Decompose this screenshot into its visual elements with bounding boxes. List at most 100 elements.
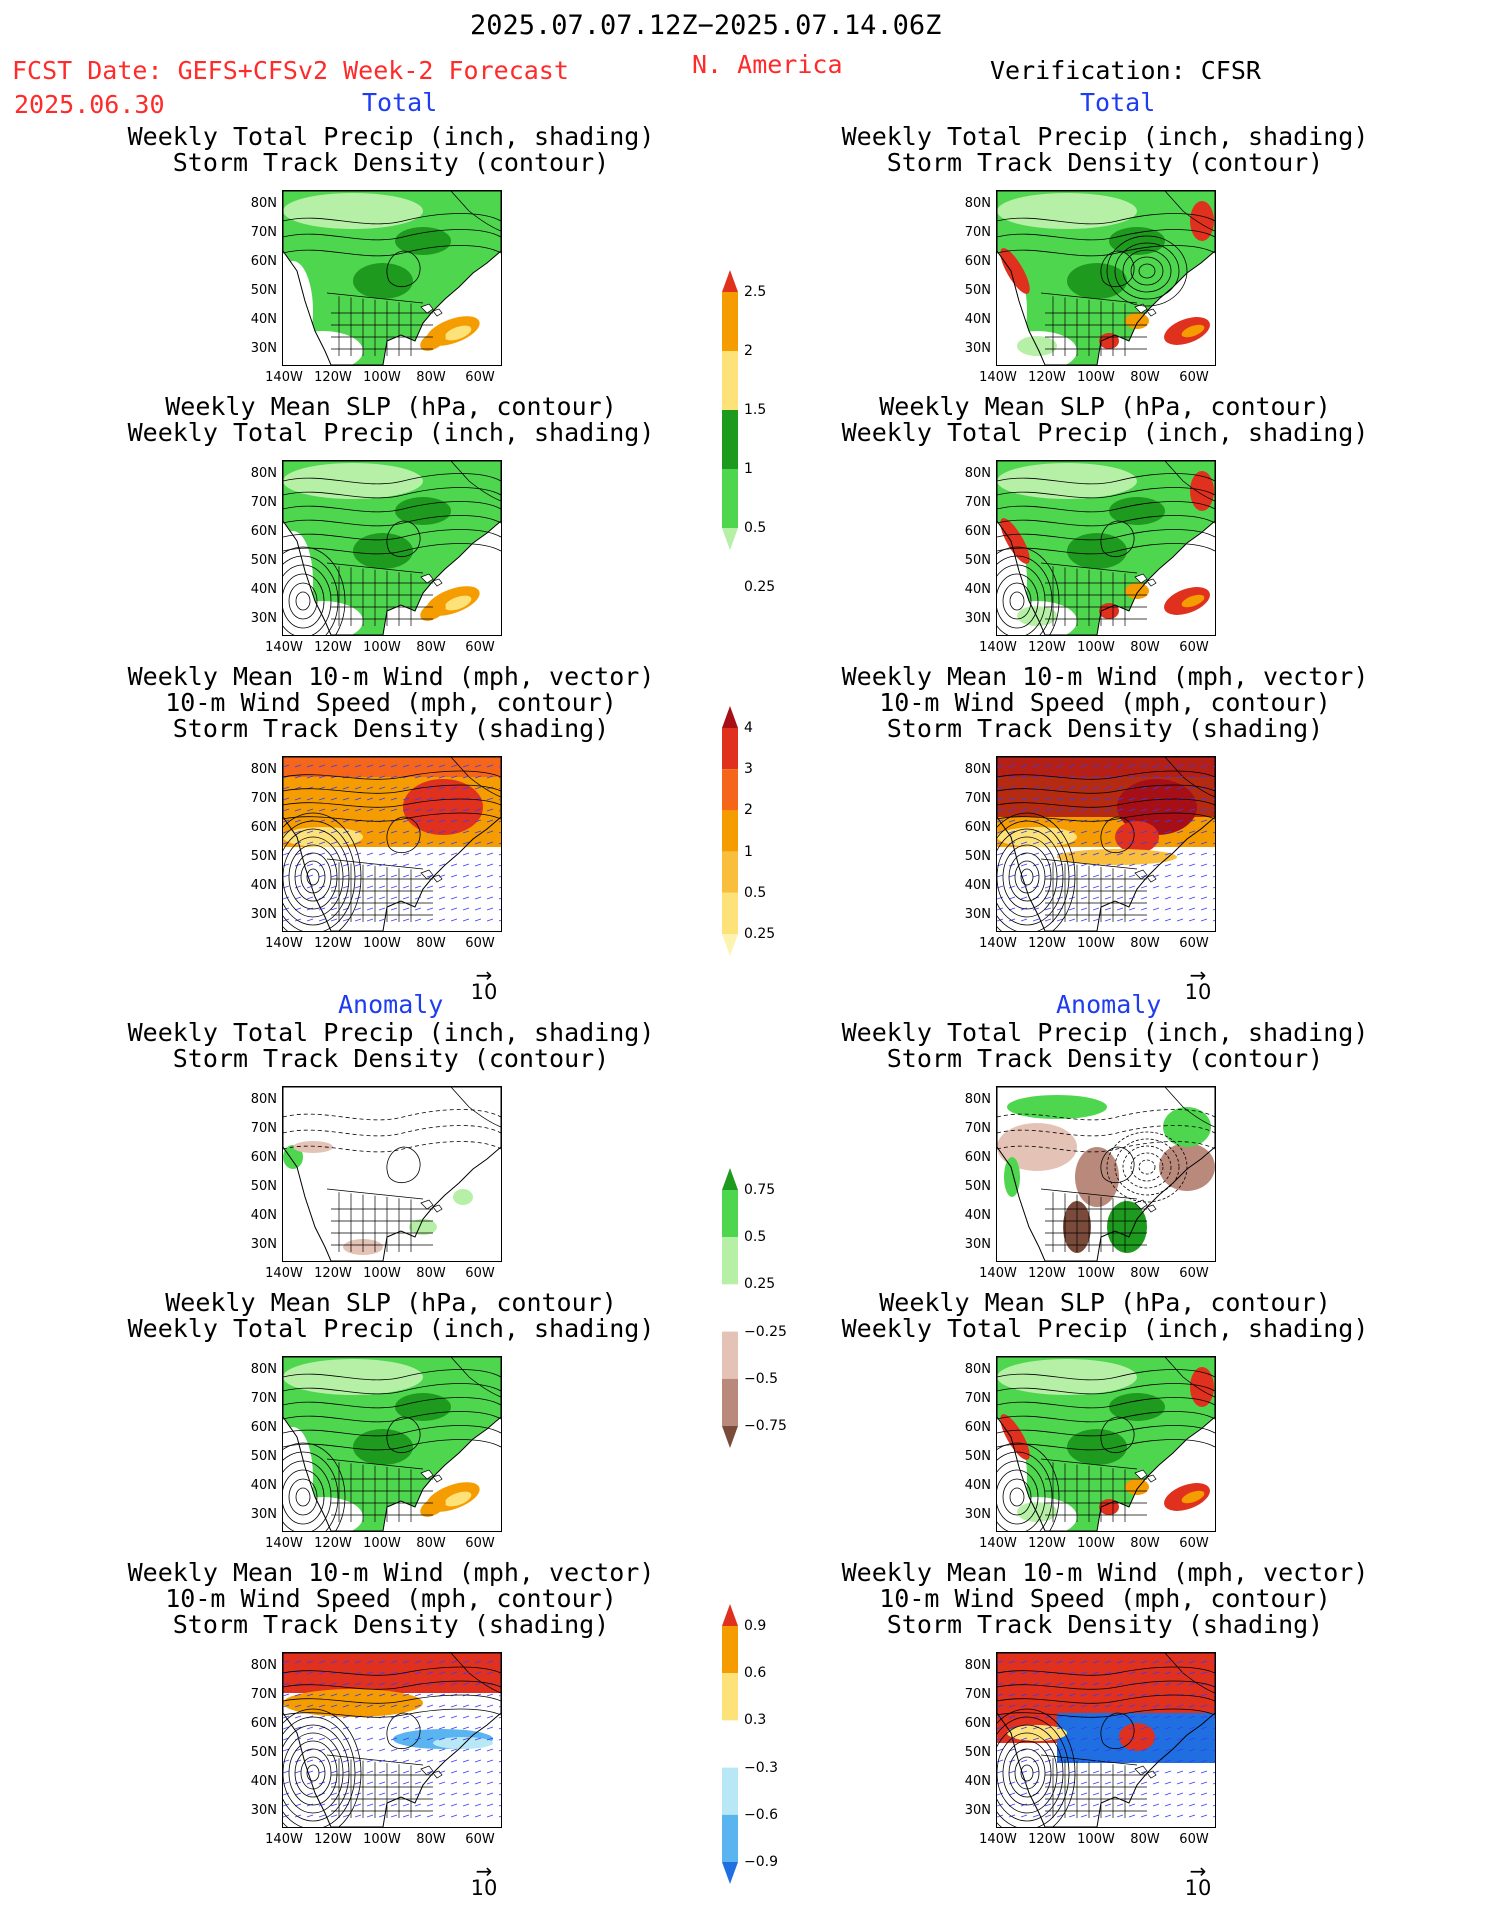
- colorbar-tick-label: 0.25: [744, 579, 776, 595]
- vector-reference: → 10: [464, 963, 504, 1003]
- map-canvas: [997, 1357, 1215, 1531]
- panel-title-line: Storm Track Density (contour): [886, 148, 1324, 177]
- lon-tick-label: 120W: [314, 640, 352, 655]
- map-canvas: [997, 1087, 1215, 1261]
- panel-title-r1-forecast: Weekly Total Precip (inch, shading) Storm…: [71, 124, 711, 176]
- lat-tick-label: 60N: [964, 820, 991, 835]
- colorbar-tick-label: 0.6: [744, 1665, 767, 1682]
- colorbar-storm_total: [720, 706, 740, 960]
- map-r4-forecast: [282, 1086, 502, 1262]
- reference-arrow-icon: →: [475, 1859, 493, 1883]
- lon-tick-label: 100W: [1077, 1832, 1115, 1847]
- panel-title-r4-verification: Weekly Total Precip (inch, shading) Storm…: [785, 1020, 1425, 1072]
- reference-arrow-icon: →: [1189, 963, 1207, 987]
- lon-tick-label: 120W: [314, 370, 352, 385]
- panel-title-line: Weekly Total Precip (inch, shading): [841, 1314, 1369, 1343]
- map-r5-forecast: [282, 1356, 502, 1532]
- lat-tick-label: 70N: [250, 1121, 277, 1136]
- colorbar-tick-label: −0.25: [744, 1323, 787, 1340]
- panel-title-line: Weekly Mean 10-m Wind (mph, vector): [127, 1558, 655, 1587]
- lat-tick-label: 70N: [964, 1121, 991, 1136]
- lon-tick-label: 60W: [1179, 1536, 1209, 1551]
- lat-tick-label: 80N: [964, 466, 991, 481]
- colorbar-tick-label: 0.5: [744, 884, 767, 901]
- panel-title-line: Storm Track Density (shading): [172, 1610, 610, 1639]
- lon-tick-label: 140W: [979, 1536, 1017, 1551]
- lon-tick-label: 100W: [363, 370, 401, 385]
- panel-title-line: Weekly Mean SLP (hPa, contour): [165, 392, 617, 421]
- section-anomaly-right: Anomaly: [1056, 990, 1162, 1019]
- vector-reference: → 10: [464, 1859, 504, 1899]
- lon-tick-label: 140W: [265, 936, 303, 951]
- colorbar-precip_anom: [720, 1168, 740, 1452]
- section-total-left: Total: [362, 88, 438, 117]
- lon-tick-label: 60W: [465, 936, 495, 951]
- lon-tick-label: 80W: [1130, 1832, 1160, 1847]
- lat-tick-label: 50N: [964, 1745, 991, 1760]
- colorbar-tick-label: 0.25: [744, 926, 776, 942]
- lat-tick-label: 30N: [964, 907, 991, 922]
- lon-tick-label: 120W: [1028, 1536, 1066, 1551]
- lon-tick-label: 60W: [465, 640, 495, 655]
- map-canvas: [997, 461, 1215, 635]
- lat-tick-label: 30N: [250, 1237, 277, 1252]
- lon-tick-label: 80W: [1130, 640, 1160, 655]
- lat-tick-label: 80N: [250, 196, 277, 211]
- panel-title-r2-forecast: Weekly Mean SLP (hPa, contour) Weekly Tot…: [71, 394, 711, 446]
- colorbar-tick-label: 1: [744, 843, 753, 860]
- date-range-title: 2025.07.07.12Z−2025.07.14.06Z: [470, 10, 942, 41]
- lat-tick-label: 50N: [964, 1449, 991, 1464]
- lat-tick-label: 60N: [964, 254, 991, 269]
- lat-tick-label: 30N: [964, 1803, 991, 1818]
- panel-title-line: 10-m Wind Speed (mph, contour): [165, 1584, 617, 1613]
- reference-arrow-icon: →: [475, 963, 493, 987]
- panel-title-r3-verification: Weekly Mean 10-m Wind (mph, vector) 10-m …: [785, 664, 1425, 742]
- lat-tick-label: 30N: [964, 341, 991, 356]
- colorbar-tick-label: 2: [744, 802, 753, 819]
- lon-tick-label: 100W: [363, 1266, 401, 1281]
- lat-tick-label: 60N: [964, 524, 991, 539]
- colorbar-tick-label: 0.75: [744, 1182, 776, 1198]
- lon-tick-label: 120W: [1028, 640, 1066, 655]
- lat-tick-label: 40N: [250, 582, 277, 597]
- panel-title-line: Weekly Mean SLP (hPa, contour): [165, 1288, 617, 1317]
- lat-tick-label: 80N: [964, 762, 991, 777]
- lat-tick-label: 60N: [964, 1150, 991, 1165]
- colorbar-tick-label: 3: [744, 761, 753, 778]
- map-canvas: [997, 757, 1215, 931]
- colorbar-tick-label: 0.5: [744, 520, 767, 536]
- panel-title-line: Weekly Mean SLP (hPa, contour): [879, 392, 1331, 421]
- lon-tick-label: 140W: [265, 1266, 303, 1281]
- lat-tick-label: 80N: [250, 1092, 277, 1107]
- colorbar-tick-label: 2.5: [744, 284, 767, 300]
- lon-tick-label: 140W: [979, 370, 1017, 385]
- lat-tick-label: 50N: [964, 283, 991, 298]
- lon-tick-label: 60W: [465, 1832, 495, 1847]
- colorbar-tick-label: 1: [744, 461, 753, 477]
- lon-tick-label: 140W: [265, 370, 303, 385]
- lon-tick-label: 100W: [1077, 1266, 1115, 1281]
- lat-tick-label: 70N: [964, 225, 991, 240]
- reference-value: 10: [1184, 980, 1212, 1004]
- map-canvas: [283, 1357, 501, 1531]
- panel-title-line: Weekly Total Precip (inch, shading): [127, 1018, 655, 1047]
- lon-tick-label: 100W: [1077, 936, 1115, 951]
- panel-title-line: Weekly Total Precip (inch, shading): [127, 122, 655, 151]
- map-canvas: [997, 191, 1215, 365]
- lat-tick-label: 50N: [250, 849, 277, 864]
- lon-tick-label: 120W: [1028, 936, 1066, 951]
- lat-tick-label: 40N: [964, 582, 991, 597]
- lon-tick-label: 80W: [1130, 936, 1160, 951]
- fcst-date-label: FCST Date: GEFS+CFSv2 Week-2 Forecast: [12, 56, 569, 85]
- lon-tick-label: 120W: [1028, 1832, 1066, 1847]
- panel-title-line: Storm Track Density (shading): [172, 714, 610, 743]
- lat-tick-label: 70N: [964, 791, 991, 806]
- map-canvas: [283, 1653, 501, 1827]
- panel-title-line: Storm Track Density (shading): [886, 714, 1324, 743]
- lat-tick-label: 40N: [964, 1208, 991, 1223]
- lon-tick-label: 100W: [1077, 1536, 1115, 1551]
- lat-tick-label: 60N: [250, 524, 277, 539]
- lat-tick-label: 80N: [250, 762, 277, 777]
- lat-tick-label: 30N: [250, 611, 277, 626]
- lon-tick-label: 120W: [314, 1536, 352, 1551]
